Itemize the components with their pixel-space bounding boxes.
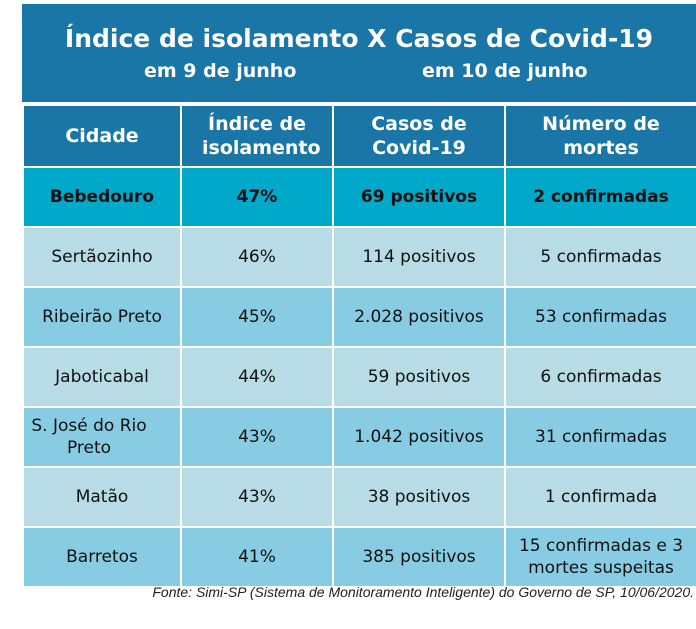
cell-cases: 385 positivos xyxy=(332,526,506,588)
title-bar: Índice de isolamento X Casos de Covid-19… xyxy=(22,4,696,102)
table-row: Matão 43% 38 positivos 1 confirmada xyxy=(22,466,696,528)
cell-city: Sertãozinho xyxy=(22,226,182,288)
data-table: Cidade Índice de isolamento Casos de Cov… xyxy=(22,104,696,588)
cell-deaths: 6 confirmadas xyxy=(504,346,696,408)
title: Índice de isolamento X Casos de Covid-19 xyxy=(64,24,654,53)
column-header-cases-text: Casos de Covid-19 xyxy=(371,113,467,159)
column-header-deaths: Número de mortes xyxy=(504,104,696,168)
column-header-city: Cidade xyxy=(22,104,182,168)
cell-isolation: 44% xyxy=(180,346,334,408)
cell-city: Jaboticabal xyxy=(22,346,182,408)
cell-cases: 1.042 positivos xyxy=(332,406,506,468)
cell-isolation: 46% xyxy=(180,226,334,288)
cell-cases: 2.028 positivos xyxy=(332,286,506,348)
cell-city-text: S. José do Rio Preto xyxy=(31,416,147,458)
cell-city: S. José do Rio Preto xyxy=(22,406,182,468)
table-row: Bebedouro 47% 69 positivos 2 confirmadas xyxy=(22,166,696,228)
cell-deaths: 31 confirmadas xyxy=(504,406,696,468)
cell-city: Barretos xyxy=(22,526,182,588)
cell-cases: 114 positivos xyxy=(332,226,506,288)
cell-isolation: 43% xyxy=(180,466,334,528)
table-row: Jaboticabal 44% 59 positivos 6 confirmad… xyxy=(22,346,696,408)
cell-cases: 69 positivos xyxy=(332,166,506,228)
cell-cases: 38 positivos xyxy=(332,466,506,528)
column-header-cases: Casos de Covid-19 xyxy=(332,104,506,168)
table-header-row: Cidade Índice de isolamento Casos de Cov… xyxy=(22,104,696,168)
subtitle-date-cases: em 10 de junho xyxy=(422,60,588,82)
cell-city: Matão xyxy=(22,466,182,528)
cell-isolation: 43% xyxy=(180,406,334,468)
table-row: Sertãozinho 46% 114 positivos 5 confirma… xyxy=(22,226,696,288)
cell-isolation: 47% xyxy=(180,166,334,228)
infographic: Índice de isolamento X Casos de Covid-19… xyxy=(22,4,696,588)
cell-city: Ribeirão Preto xyxy=(22,286,182,348)
cell-city: Bebedouro xyxy=(22,166,182,228)
cell-isolation: 41% xyxy=(180,526,334,588)
table-row: Barretos 41% 385 positivos 15 confirmada… xyxy=(22,526,696,588)
cell-deaths: 15 confirmadas e 3 mortes suspeitas xyxy=(504,526,696,588)
cell-deaths: 53 confirmadas xyxy=(504,286,696,348)
table-row: S. José do Rio Preto 43% 1.042 positivos… xyxy=(22,406,696,468)
cell-cases: 59 positivos xyxy=(332,346,506,408)
source-note: Fonte: Simi-SP (Sistema de Monitoramento… xyxy=(152,584,694,600)
cell-deaths-text: 15 confirmadas e 3 mortes suspeitas xyxy=(518,536,684,578)
subtitle-date-isolation: em 9 de junho xyxy=(144,60,297,82)
column-header-deaths-text: Número de mortes xyxy=(542,113,660,159)
cell-deaths: 1 confirmada xyxy=(504,466,696,528)
table-row: Ribeirão Preto 45% 2.028 positivos 53 co… xyxy=(22,286,696,348)
column-header-isolation-text: Índice de isolamento xyxy=(202,113,321,159)
cell-isolation: 45% xyxy=(180,286,334,348)
cell-deaths: 5 confirmadas xyxy=(504,226,696,288)
cell-deaths: 2 confirmadas xyxy=(504,166,696,228)
column-header-isolation: Índice de isolamento xyxy=(180,104,334,168)
